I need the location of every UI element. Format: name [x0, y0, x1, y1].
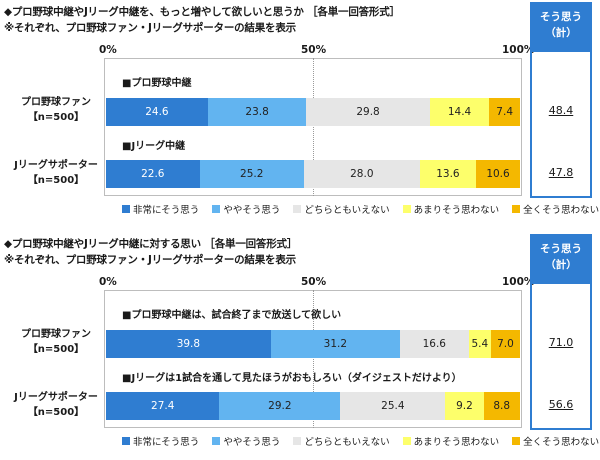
- legend-item: どちらともいえない: [293, 434, 390, 448]
- legend-item: 全くそう思わない: [512, 434, 599, 448]
- bar-segment: 13.6: [419, 160, 477, 188]
- total-column: [530, 282, 592, 430]
- legend-item: どちらともいえない: [293, 202, 390, 216]
- chart-title: ◆プロ野球中継やJリーグ中継に対する思い ［各単一回答形式］: [4, 238, 298, 250]
- legend-item: 全くそう思わない: [512, 202, 599, 216]
- bar-segment: 24.6: [106, 98, 208, 126]
- group-label-line: Jリーグサポーター: [14, 392, 98, 403]
- chart-subtitle: ※それぞれ、プロ野球ファン・Jリーグサポーターの結果を表示: [4, 254, 296, 266]
- row-subtitle: ■Jリーグ中継: [122, 141, 186, 152]
- chart-subtitle: ※それぞれ、プロ野球ファン・Jリーグサポーターの結果を表示: [4, 22, 296, 34]
- total-value: 56.6: [548, 398, 574, 411]
- bar-segment: 23.8: [207, 98, 307, 126]
- bar-segment: 7.0: [490, 330, 520, 358]
- legend-swatch: [212, 205, 221, 213]
- legend-item: ややそう思う: [212, 202, 280, 216]
- bar-segment: 8.8: [483, 392, 520, 420]
- row-subtitle: ■Jリーグは1試合を通して見たほうがおもしろい（ダイジェストだけより）: [122, 373, 462, 384]
- stacked-bar: 24.6 23.8 29.8 14.4 7.4: [106, 98, 520, 126]
- x-tick-label: 0%: [99, 44, 117, 56]
- group-label-line: プロ野球ファン: [21, 97, 91, 108]
- legend-swatch: [293, 437, 302, 445]
- legend-label: 全くそう思わない: [523, 205, 600, 216]
- stacked-bar: 27.4 29.2 25.4 9.2 8.8: [106, 392, 520, 420]
- legend-swatch: [512, 437, 521, 445]
- legend-label: 全くそう思わない: [523, 437, 600, 448]
- legend-swatch: [512, 205, 521, 213]
- bar-segment: 10.6: [476, 160, 520, 188]
- chart-panel-preference: ◆プロ野球中継やJリーグ中継を、もっと増やして欲しいと思うか ［各単一回答形式］…: [4, 2, 599, 216]
- stacked-bar: 22.6 25.2 28.0 13.6 10.6: [106, 160, 520, 188]
- legend-item: あまりそう思わない: [402, 434, 500, 448]
- legend-swatch: [402, 437, 411, 445]
- legend-label: あまりそう思わない: [413, 205, 500, 216]
- bar-segment: 22.6: [106, 160, 200, 188]
- legend: 非常にそう思う ややそう思う どちらともいえない あまりそう思わない 全くそう思わない: [122, 434, 599, 448]
- x-tick-label: 100%: [502, 276, 535, 288]
- x-tick-label: 0%: [99, 276, 117, 288]
- legend-swatch: [122, 437, 130, 445]
- legend-swatch: [122, 205, 130, 213]
- group-label: プロ野球ファン 【n=500】: [8, 327, 104, 357]
- legend-item: ややそう思う: [212, 434, 280, 448]
- gridline-50: [313, 290, 314, 428]
- legend-item: 非常にそう思う: [122, 202, 199, 216]
- legend-label: ややそう思う: [223, 437, 281, 448]
- x-tick-label: 50%: [301, 276, 327, 288]
- chart-panel-feelings: ◆プロ野球中継やJリーグ中継に対する思い ［各単一回答形式］ ※それぞれ、プロ野球…: [0, 232, 600, 460]
- bar-segment: 7.4: [489, 98, 520, 126]
- bar-segment: 29.8: [306, 98, 430, 126]
- gridline-50: [313, 58, 314, 196]
- row-subtitle: ■プロ野球中継は、試合終了まで放送して欲しい: [122, 310, 342, 321]
- chart-title: ◆プロ野球中継やJリーグ中継を、もっと増やして欲しいと思うか ［各単一回答形式］: [4, 6, 400, 18]
- total-value: 48.4: [548, 104, 574, 117]
- bar-segment: 5.4: [468, 330, 491, 358]
- group-label-line: プロ野球ファン: [21, 329, 91, 340]
- legend-label: ややそう思う: [223, 205, 281, 216]
- legend-swatch: [402, 205, 411, 213]
- total-header-line: そう思う: [540, 243, 582, 255]
- total-value: 47.8: [548, 166, 574, 179]
- legend-label: あまりそう思わない: [413, 437, 500, 448]
- total-header: そう思う （計）: [530, 234, 592, 282]
- group-label: プロ野球ファン 【n=500】: [8, 95, 104, 125]
- bar-segment: 31.2: [270, 330, 400, 358]
- legend-label: 非常にそう思う: [133, 437, 200, 448]
- group-label-line: 【n=500】: [27, 175, 85, 186]
- group-label: Jリーグサポーター 【n=500】: [8, 390, 104, 420]
- bar-segment: 29.2: [219, 392, 341, 420]
- bar-segment: 16.6: [399, 330, 469, 358]
- group-label: Jリーグサポーター 【n=500】: [8, 158, 104, 188]
- group-label-line: 【n=500】: [27, 112, 85, 123]
- legend-swatch: [293, 205, 302, 213]
- x-tick-label: 50%: [301, 44, 327, 56]
- total-header-line: （計）: [545, 259, 577, 271]
- total-value: 71.0: [548, 336, 574, 349]
- legend-item: 非常にそう思う: [122, 434, 199, 448]
- group-label-line: 【n=500】: [27, 344, 85, 355]
- legend-label: どちらともいえない: [304, 437, 390, 448]
- group-label-line: Jリーグサポーター: [14, 160, 98, 171]
- bar-segment: 25.4: [340, 392, 446, 420]
- bar-segment: 14.4: [429, 98, 490, 126]
- group-label-line: 【n=500】: [27, 407, 85, 418]
- stacked-bar: 39.8 31.2 16.6 5.4 7.0: [106, 330, 520, 358]
- legend-label: どちらともいえない: [304, 205, 390, 216]
- legend-item: あまりそう思わない: [402, 202, 500, 216]
- x-tick-label: 100%: [502, 44, 535, 56]
- total-header: そう思う （計）: [530, 2, 592, 50]
- legend: 非常にそう思う ややそう思う どちらともいえない あまりそう思わない 全くそう思わない: [122, 202, 599, 216]
- bar-segment: 25.2: [199, 160, 304, 188]
- total-header-line: （計）: [545, 27, 577, 39]
- bar-segment: 28.0: [303, 160, 420, 188]
- legend-swatch: [212, 437, 221, 445]
- bar-segment: 9.2: [445, 392, 484, 420]
- total-header-line: そう思う: [540, 11, 582, 23]
- total-column: [530, 50, 592, 198]
- row-subtitle: ■プロ野球中継: [122, 78, 192, 89]
- legend-label: 非常にそう思う: [133, 205, 200, 216]
- bar-segment: 39.8: [106, 330, 271, 358]
- bar-segment: 27.4: [106, 392, 220, 420]
